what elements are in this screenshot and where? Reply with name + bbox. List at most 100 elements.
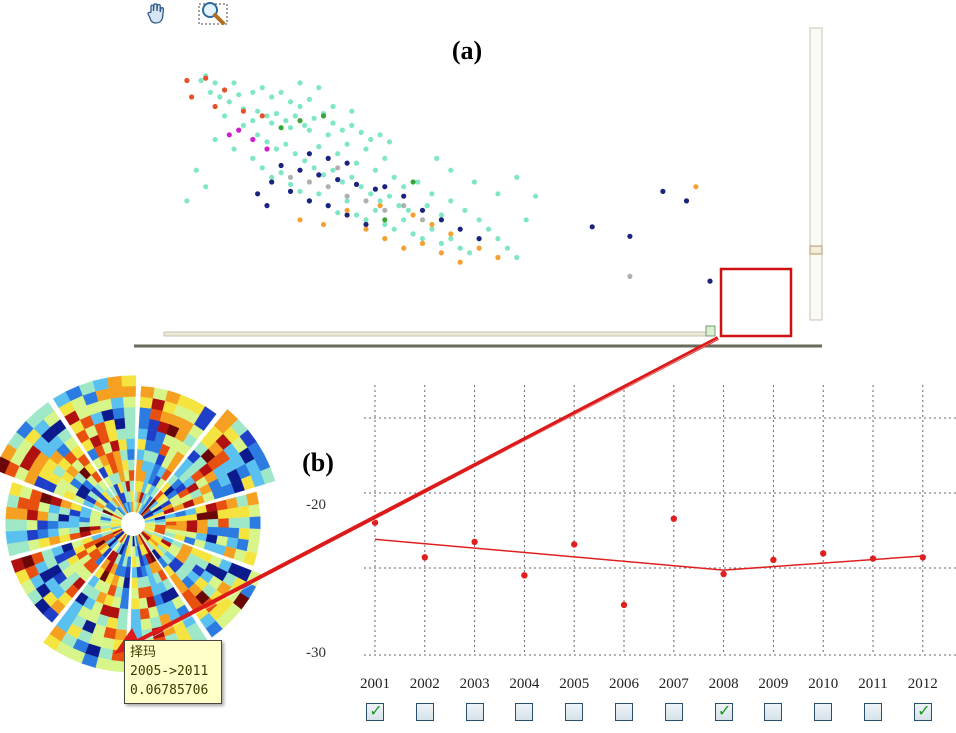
heatmap-cell[interactable] — [130, 609, 141, 621]
scatter-point[interactable] — [627, 273, 633, 279]
scatter-point[interactable] — [627, 233, 633, 239]
heatmap-cell[interactable] — [57, 520, 69, 529]
scatter-point[interactable] — [269, 120, 275, 126]
scatter-point[interactable] — [372, 186, 378, 192]
scatter-point[interactable] — [226, 132, 232, 138]
horizontal-slider-handle[interactable] — [705, 325, 716, 337]
scatter-point[interactable] — [339, 127, 345, 133]
scatter-point[interactable] — [372, 167, 378, 173]
heatmap-cell[interactable] — [43, 633, 62, 651]
scatter-point[interactable] — [226, 99, 232, 105]
year-data-point[interactable] — [670, 515, 677, 522]
heatmap-cell[interactable] — [131, 556, 137, 568]
scatter-point[interactable] — [306, 127, 312, 133]
heatmap-cell[interactable] — [114, 417, 126, 430]
heatmap-cell[interactable] — [228, 517, 240, 529]
scatter-point[interactable] — [264, 113, 270, 119]
scatter-point[interactable] — [250, 118, 256, 124]
scatter-point[interactable] — [297, 167, 303, 173]
scatter-point[interactable] — [330, 120, 336, 126]
scatter-point[interactable] — [278, 125, 284, 131]
scatter-point[interactable] — [457, 259, 463, 265]
heatmap-cell[interactable] — [243, 551, 258, 566]
scatter-point[interactable] — [410, 212, 416, 218]
heatmap-cell[interactable] — [238, 528, 251, 541]
heatmap-cell[interactable] — [131, 567, 138, 579]
scatter-point[interactable] — [203, 75, 209, 81]
scatter-point[interactable] — [278, 162, 284, 169]
scatter-point[interactable] — [325, 155, 331, 161]
scatter-point[interactable] — [269, 179, 275, 185]
scatter-point[interactable] — [377, 198, 383, 204]
heatmap-cell[interactable] — [15, 519, 27, 531]
scatter-point[interactable] — [302, 122, 308, 128]
scatter-point[interactable] — [353, 212, 360, 218]
heatmap-cell[interactable] — [26, 509, 39, 521]
scatter-point[interactable] — [401, 203, 407, 209]
heatmap-cell[interactable] — [248, 504, 261, 518]
heatmap-cell[interactable] — [5, 506, 18, 520]
scatter-point[interactable] — [419, 217, 426, 223]
scatter-point[interactable] — [693, 184, 699, 190]
zoom-select-icon[interactable] — [198, 2, 228, 25]
scatter-point[interactable] — [401, 184, 407, 190]
scatter-point[interactable] — [316, 144, 322, 150]
scatter-point[interactable] — [316, 191, 322, 197]
scatter-point[interactable] — [320, 172, 327, 178]
scatter-point[interactable] — [363, 217, 369, 223]
scatter-point[interactable] — [429, 226, 435, 232]
scatter-point[interactable] — [212, 103, 218, 110]
scatter-point[interactable] — [283, 141, 289, 147]
scatter-point[interactable] — [287, 181, 294, 187]
scatter-point[interactable] — [335, 210, 341, 216]
heatmap-cell[interactable] — [26, 529, 39, 541]
scatter-point[interactable] — [514, 254, 520, 261]
heatmap-cell[interactable] — [207, 518, 219, 528]
year-data-point[interactable] — [869, 555, 877, 562]
heatmap-cell[interactable] — [140, 386, 155, 399]
scatter-point[interactable] — [382, 207, 388, 213]
scatter-point[interactable] — [320, 113, 327, 119]
scatter-point[interactable] — [476, 245, 482, 251]
scatter-point[interactable] — [203, 184, 209, 190]
scatter-point[interactable] — [485, 226, 492, 232]
scatter-point[interactable] — [377, 203, 383, 209]
heatmap-cell[interactable] — [108, 386, 124, 399]
year-data-point[interactable] — [421, 554, 428, 561]
scatter-point[interactable] — [405, 207, 411, 213]
heatmap-cell[interactable] — [122, 396, 136, 408]
scatter-point[interactable] — [306, 179, 312, 185]
scatter-point[interactable] — [184, 77, 190, 84]
heatmap-cell[interactable] — [38, 537, 51, 549]
scatter-point[interactable] — [386, 193, 393, 199]
scatter-point[interactable] — [410, 179, 416, 185]
scatter-point[interactable] — [255, 132, 261, 138]
heatmap-cell[interactable] — [131, 598, 140, 610]
year-data-point[interactable] — [820, 550, 827, 557]
heatmap-cell[interactable] — [37, 528, 49, 540]
scatter-point[interactable] — [306, 198, 312, 204]
scatter-point[interactable] — [415, 179, 421, 185]
scatter-point[interactable] — [410, 231, 416, 237]
scatter-point[interactable] — [231, 80, 237, 86]
scatter-point[interactable] — [438, 217, 444, 223]
scatter-point[interactable] — [255, 191, 261, 197]
scatter-point[interactable] — [396, 203, 402, 209]
scatter-point[interactable] — [259, 165, 265, 171]
scatter-point[interactable] — [287, 188, 294, 194]
scatter-point[interactable] — [273, 146, 279, 152]
scatter-point[interactable] — [311, 165, 317, 171]
year-checkbox[interactable] — [764, 703, 783, 721]
scatter-point[interactable] — [419, 236, 426, 242]
year-data-point[interactable] — [919, 554, 926, 561]
heatmap-cell[interactable] — [47, 520, 59, 530]
scatter-point[interactable] — [292, 151, 298, 157]
scatter-point[interactable] — [386, 139, 393, 145]
scatter-point[interactable] — [462, 207, 468, 213]
heatmap-cell[interactable] — [140, 618, 152, 631]
scatter-point[interactable] — [335, 151, 341, 157]
heatmap-cell[interactable] — [15, 507, 28, 520]
year-checkbox[interactable] — [864, 703, 882, 721]
heatmap-cell[interactable] — [68, 521, 80, 528]
scatter-point[interactable] — [401, 217, 407, 223]
